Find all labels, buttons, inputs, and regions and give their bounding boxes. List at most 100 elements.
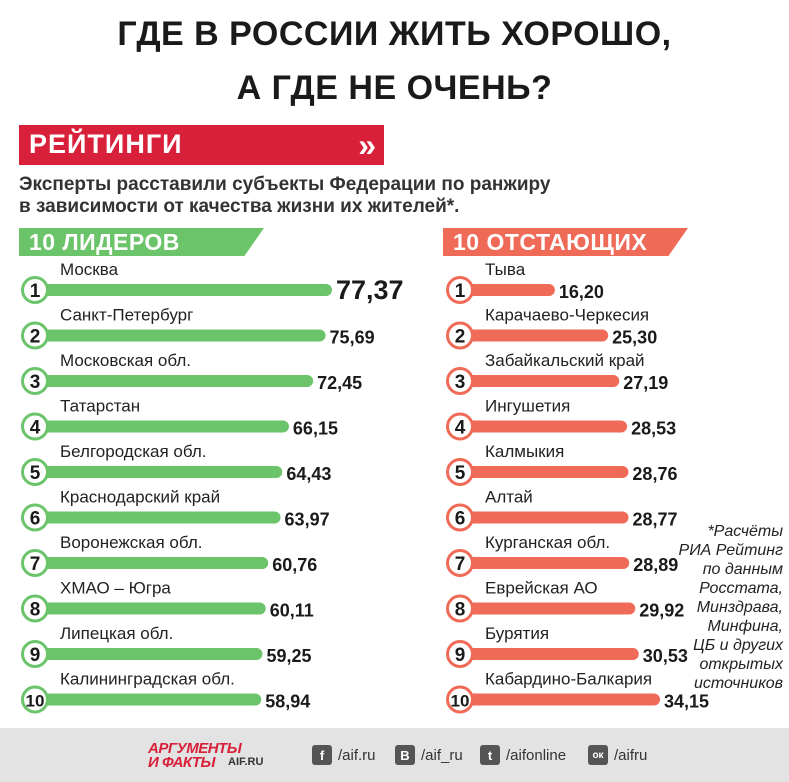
social-vk[interactable]: В /aif_ru xyxy=(395,744,463,766)
leader-value-label: 77,37 xyxy=(336,275,404,305)
leader-rank-number: 10 xyxy=(26,692,45,711)
leader-value-label: 64,43 xyxy=(286,464,331,484)
ranking-chart: 1 Москва 77,37 2 Санкт-Петербург 75,69 3 Москов… xyxy=(21,260,709,714)
leader-value-label: 60,76 xyxy=(272,555,317,575)
footnote-line: Росстата, xyxy=(699,580,783,597)
leader-bar xyxy=(35,511,281,524)
laggard-rank-circle xyxy=(446,640,474,668)
subtitle-line2: в зависимости от качества жизни их жител… xyxy=(19,196,460,217)
leader-bar xyxy=(35,648,263,660)
leader-value-label: 72,45 xyxy=(317,373,362,393)
social-facebook-label: /aif.ru xyxy=(338,746,376,764)
social-vk-label: /aif_ru xyxy=(421,746,463,764)
leader-rank-number: 1 xyxy=(30,281,41,302)
laggard-rank-number: 6 xyxy=(455,509,466,530)
leader-category-label: Липецкая обл. xyxy=(60,624,173,643)
laggard-rank-circle xyxy=(446,458,474,486)
laggard-rank-circle xyxy=(446,549,474,577)
leaders-banner: 10 ЛИДЕРОВ xyxy=(19,228,264,256)
subtitle-line1: Эксперты расставили субъекты Федерации п… xyxy=(19,174,551,195)
leader-category-label: Калининградская обл. xyxy=(60,670,235,689)
leader-bar xyxy=(35,602,266,615)
social-twitter-label: /aifonline xyxy=(506,746,567,764)
laggard-rank-circle xyxy=(446,685,474,714)
social-odnoklassniki[interactable]: ок /aifru xyxy=(588,744,647,766)
social-facebook[interactable]: f /aif.ru xyxy=(312,744,376,766)
leader-bar xyxy=(35,420,289,433)
social-twitter[interactable]: t /aifonline xyxy=(480,744,566,766)
facebook-icon: f xyxy=(312,745,332,765)
leader-rank-number: 7 xyxy=(30,554,41,575)
laggard-rank-circle xyxy=(446,594,474,623)
laggard-category-label: Курганская обл. xyxy=(485,533,610,552)
laggard-rank-circle xyxy=(446,503,474,532)
laggard-value-label: 28,53 xyxy=(631,419,676,439)
laggard-value-label: 16,20 xyxy=(559,282,604,302)
laggard-category-label: Бурятия xyxy=(485,624,549,643)
leader-rank-circle xyxy=(21,685,49,714)
footnote-line: Минздрава, xyxy=(696,599,783,616)
laggard-category-label: Еврейская АО xyxy=(485,579,598,598)
leader-rank-circle xyxy=(21,549,49,577)
leader-category-label: Белгородская обл. xyxy=(60,442,206,461)
laggard-rank-circle xyxy=(446,276,474,304)
page-title-line2: А ГДЕ НЕ ОЧЕНЬ? xyxy=(236,69,553,107)
leader-category-label: Воронежская обл. xyxy=(60,533,203,552)
leader-rank-circle xyxy=(21,594,49,623)
leader-rank-circle xyxy=(21,640,49,668)
laggard-category-label: Алтай xyxy=(485,488,533,507)
leader-value-label: 59,25 xyxy=(266,646,311,666)
leader-category-label: Московская обл. xyxy=(60,351,191,370)
footnote-line: *Расчёты xyxy=(707,523,783,540)
laggard-bar xyxy=(460,648,639,660)
laggards-banner: 10 ОТСТАЮЩИХ xyxy=(443,228,688,256)
social-odnoklassniki-label: /aifru xyxy=(614,746,648,764)
laggards-title: 10 ОТСТАЮЩИХ xyxy=(453,229,648,255)
laggard-bar xyxy=(460,420,628,433)
leader-rank-number: 5 xyxy=(30,463,41,484)
laggard-bar xyxy=(460,557,630,569)
laggard-rank-number: 2 xyxy=(455,327,466,348)
laggard-value-label: 28,77 xyxy=(632,510,677,530)
laggard-rank-number: 9 xyxy=(455,645,466,666)
page-title-line1: ГДЕ В РОССИИ ЖИТЬ ХОРОШО, xyxy=(117,15,672,53)
laggard-rank-circle xyxy=(446,321,474,350)
leader-value-label: 75,69 xyxy=(330,328,375,348)
laggard-rank-number: 10 xyxy=(451,692,470,711)
laggard-rank-number: 4 xyxy=(455,418,466,439)
leader-category-label: Краснодарский край xyxy=(60,488,220,507)
leader-category-label: Санкт-Петербург xyxy=(60,306,193,325)
ratings-label: РЕЙТИНГИ xyxy=(29,129,183,159)
footnote-line: источников xyxy=(693,675,783,692)
leader-rank-circle xyxy=(21,412,49,441)
laggard-value-label: 30,53 xyxy=(643,646,688,666)
leader-value-label: 58,94 xyxy=(265,692,310,712)
footnote-line: открытых xyxy=(699,656,783,673)
footnote: *Расчёты РИА Рейтинг по данным Росстата, Мин… xyxy=(665,522,783,693)
laggard-rank-circle xyxy=(446,367,474,395)
leader-category-label: Москва xyxy=(60,260,119,279)
laggard-value-label: 25,30 xyxy=(612,328,657,348)
laggard-bar xyxy=(460,602,636,615)
laggard-bar xyxy=(460,466,629,478)
leader-rank-circle xyxy=(21,321,49,350)
leader-category-label: ХМАО – Югра xyxy=(60,579,171,598)
leader-rank-number: 8 xyxy=(30,600,41,621)
leader-rank-circle xyxy=(21,458,49,486)
leader-rank-number: 2 xyxy=(30,327,41,348)
ratings-banner: РЕЙТИНГИ » xyxy=(19,125,384,165)
laggard-bar xyxy=(460,375,620,387)
laggard-category-label: Забайкальский край xyxy=(485,351,645,370)
laggard-rank-circle xyxy=(446,412,474,441)
leader-rank-circle xyxy=(21,276,49,304)
laggard-value-label: 28,89 xyxy=(633,555,678,575)
laggard-bar xyxy=(460,329,609,342)
footnote-line: ЦБ и других xyxy=(693,637,783,654)
leader-value-label: 63,97 xyxy=(285,510,330,530)
logo-text-domain: AIF.RU xyxy=(228,756,264,768)
leader-bar xyxy=(35,375,314,387)
laggard-value-label: 28,76 xyxy=(632,464,677,484)
footnote-line: по данным xyxy=(702,561,783,578)
logo-text-top: АРГУМЕНТЫ xyxy=(148,740,242,757)
laggard-value-label: 29,92 xyxy=(639,601,684,621)
